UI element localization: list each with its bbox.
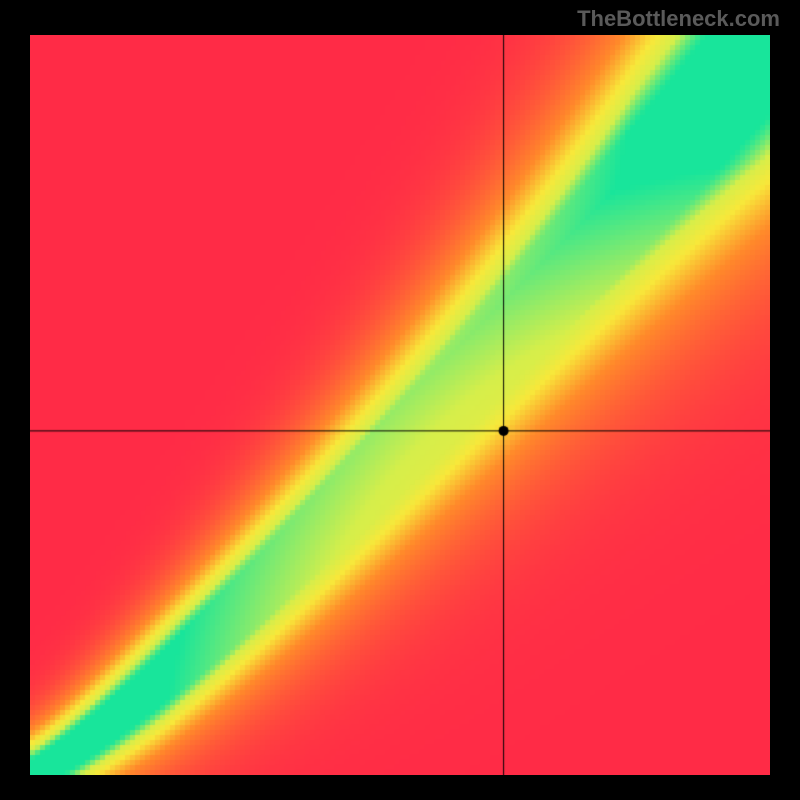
chart-container: TheBottleneck.com: [0, 0, 800, 800]
bottleneck-heatmap: [30, 35, 770, 775]
attribution-text: TheBottleneck.com: [577, 6, 780, 32]
